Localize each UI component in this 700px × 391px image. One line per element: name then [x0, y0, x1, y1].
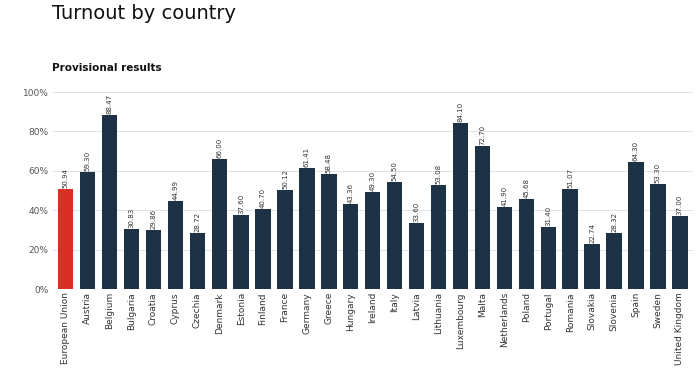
- Bar: [321, 174, 337, 289]
- Bar: [124, 228, 139, 289]
- Text: 28.32: 28.32: [611, 212, 617, 233]
- Text: 50.12: 50.12: [282, 169, 288, 190]
- Bar: [190, 233, 205, 289]
- Bar: [234, 215, 248, 289]
- Bar: [58, 189, 74, 289]
- Bar: [300, 168, 314, 289]
- Text: 61.41: 61.41: [304, 147, 310, 167]
- Text: 64.30: 64.30: [633, 142, 639, 161]
- Bar: [606, 233, 622, 289]
- Bar: [584, 244, 600, 289]
- Bar: [453, 124, 468, 289]
- Text: 22.74: 22.74: [589, 224, 595, 244]
- Text: 53.08: 53.08: [435, 163, 442, 184]
- Text: 41.90: 41.90: [501, 186, 508, 206]
- Text: 43.36: 43.36: [348, 183, 354, 203]
- Bar: [146, 230, 161, 289]
- Bar: [277, 190, 293, 289]
- Text: 50.94: 50.94: [63, 168, 69, 188]
- Text: Turnout by country: Turnout by country: [52, 4, 237, 23]
- Text: 28.72: 28.72: [195, 212, 200, 232]
- Text: 49.30: 49.30: [370, 171, 376, 191]
- Text: 37.60: 37.60: [238, 194, 244, 214]
- Bar: [387, 182, 402, 289]
- Bar: [431, 185, 446, 289]
- Text: 72.70: 72.70: [480, 125, 485, 145]
- Bar: [80, 172, 95, 289]
- Bar: [365, 192, 380, 289]
- Bar: [168, 201, 183, 289]
- Text: 88.47: 88.47: [106, 94, 113, 114]
- Text: 40.70: 40.70: [260, 188, 266, 208]
- Text: 66.00: 66.00: [216, 138, 222, 158]
- Text: Provisional results: Provisional results: [52, 63, 162, 73]
- Bar: [102, 115, 117, 289]
- Bar: [256, 209, 271, 289]
- Text: 44.99: 44.99: [172, 179, 178, 199]
- Bar: [563, 188, 578, 289]
- Text: 59.30: 59.30: [85, 151, 90, 171]
- Bar: [672, 216, 687, 289]
- Text: 84.10: 84.10: [458, 102, 463, 122]
- Text: 29.86: 29.86: [150, 209, 156, 230]
- Bar: [211, 159, 227, 289]
- Bar: [519, 199, 534, 289]
- Bar: [343, 204, 358, 289]
- Text: 53.30: 53.30: [655, 163, 661, 183]
- Text: 37.00: 37.00: [677, 195, 682, 215]
- Bar: [650, 184, 666, 289]
- Bar: [475, 146, 490, 289]
- Text: 45.68: 45.68: [524, 178, 529, 198]
- Bar: [540, 228, 556, 289]
- Bar: [497, 207, 512, 289]
- Text: 33.60: 33.60: [414, 202, 419, 222]
- Text: 51.07: 51.07: [567, 167, 573, 188]
- Text: 58.48: 58.48: [326, 153, 332, 173]
- Bar: [629, 162, 643, 289]
- Text: 31.40: 31.40: [545, 206, 551, 226]
- Text: 54.50: 54.50: [392, 161, 398, 181]
- Text: 30.83: 30.83: [129, 207, 134, 228]
- Bar: [409, 223, 424, 289]
